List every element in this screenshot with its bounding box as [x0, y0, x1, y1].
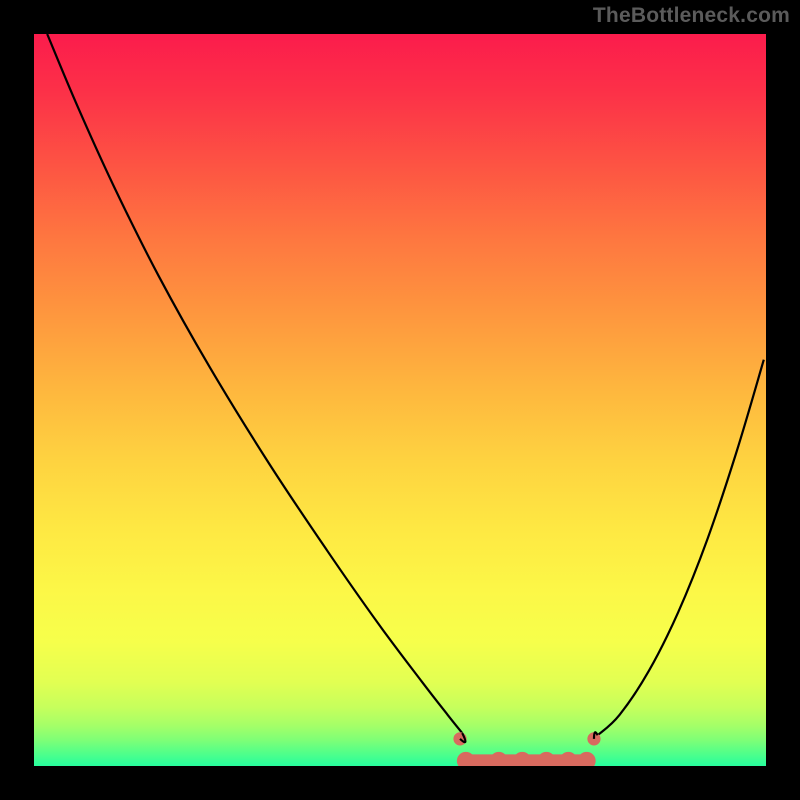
- plot-area: [34, 34, 766, 766]
- chart-container: TheBottleneck.com: [0, 0, 800, 800]
- marker-dot: [578, 752, 596, 766]
- chart-curves: [34, 34, 766, 766]
- marker-dot: [513, 752, 531, 766]
- left-curve: [47, 34, 462, 733]
- attribution-text: TheBottleneck.com: [593, 4, 790, 28]
- marker-dot: [537, 752, 555, 766]
- marker-dot: [559, 752, 577, 766]
- marker-dot: [490, 752, 508, 766]
- right-curve: [598, 360, 764, 736]
- marker-dot: [457, 752, 475, 766]
